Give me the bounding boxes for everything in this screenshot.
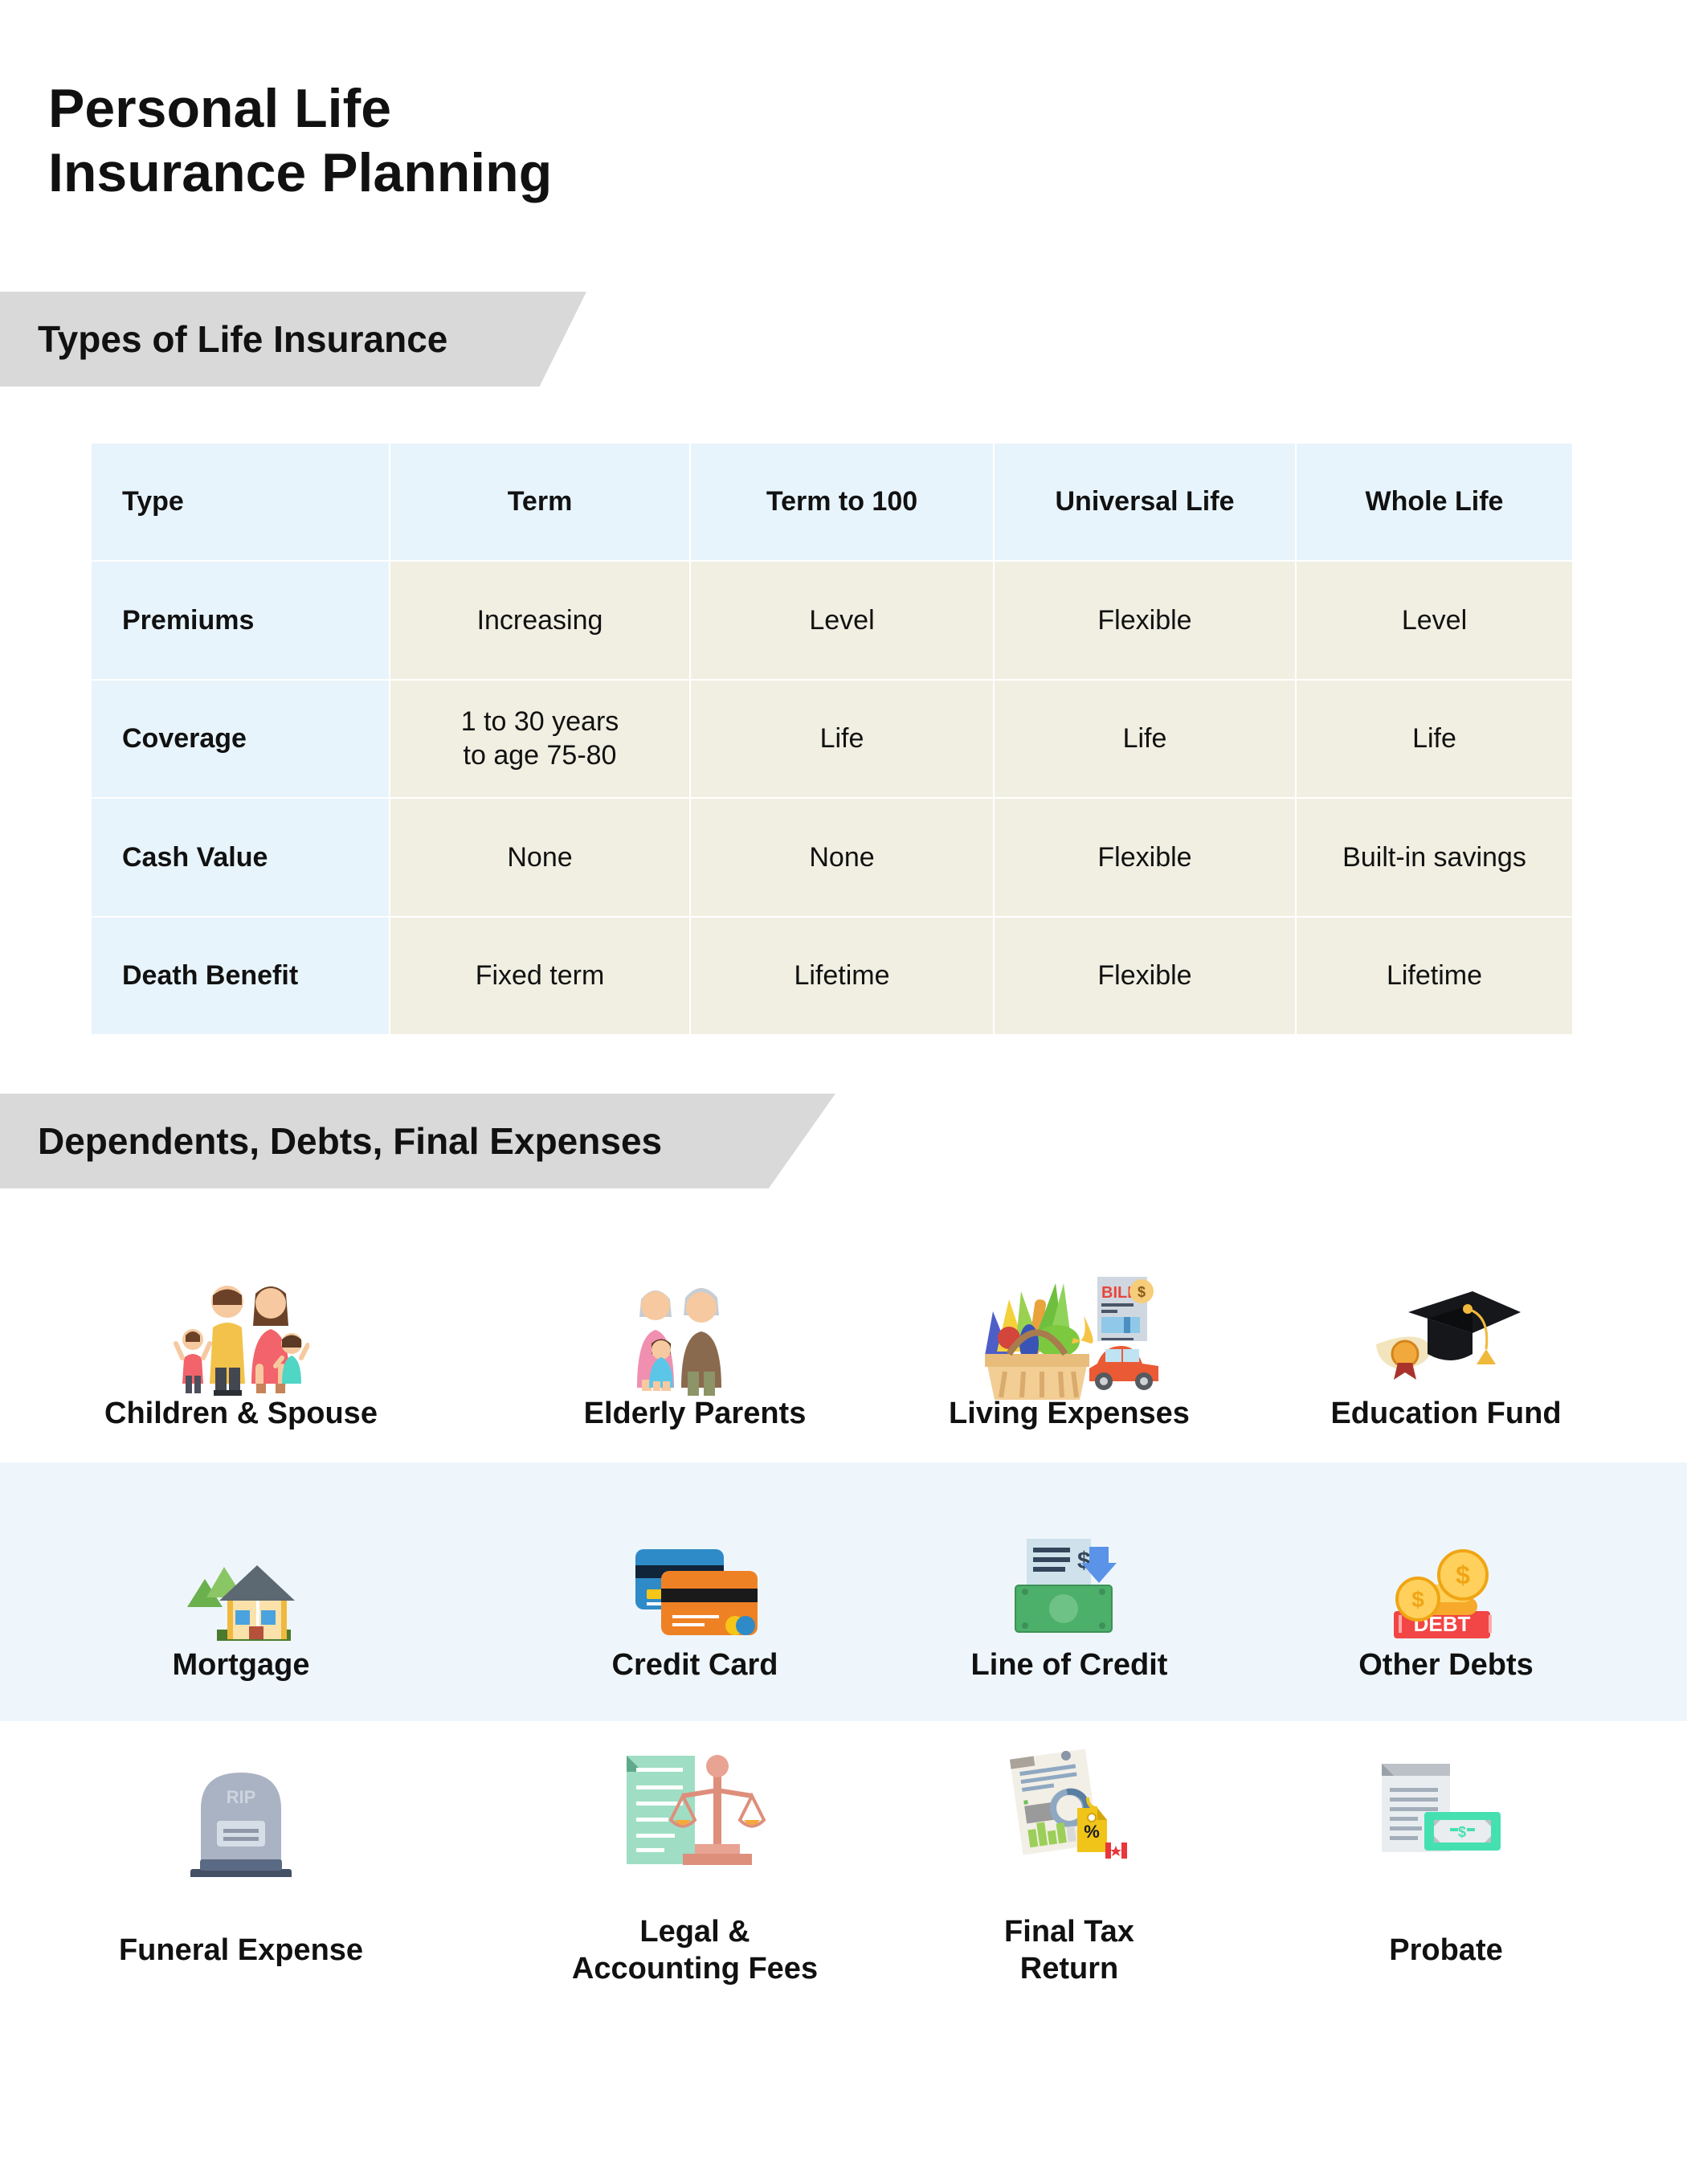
svg-text:RIP: RIP (227, 1787, 256, 1807)
svg-text:$: $ (1458, 1824, 1466, 1840)
svg-text:$: $ (1138, 1284, 1146, 1300)
svg-text:$: $ (1456, 1560, 1470, 1589)
svg-text:%: % (1084, 1822, 1100, 1842)
svg-text:$: $ (1411, 1587, 1424, 1612)
